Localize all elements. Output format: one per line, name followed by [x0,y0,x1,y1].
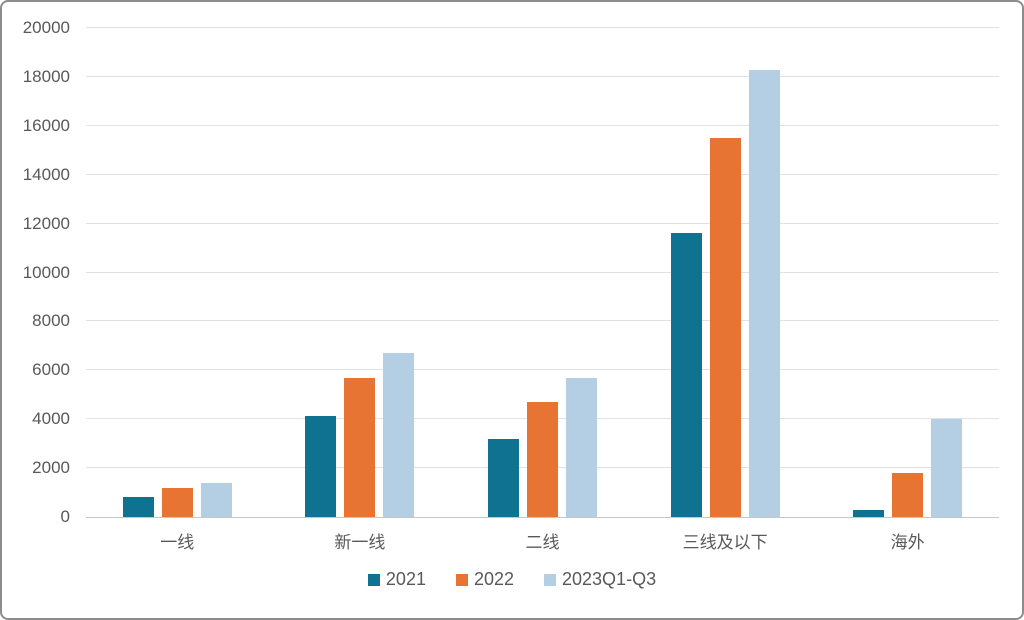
bar-2021-3 [487,438,519,517]
bar-2022-5 [892,473,924,517]
legend-item-2022: 2022 [455,569,515,590]
gridline-6000 [86,369,999,371]
bar-2022-4 [709,138,741,517]
bar-2021-1 [122,497,154,517]
x-axis-line [86,517,999,518]
legend-swatch-icon [544,573,557,586]
gridline-8000 [86,320,999,322]
x-tick-label: 海外 [890,533,925,552]
bar-2023Q1-Q3-4 [748,69,780,517]
x-tick-label: 二线 [525,533,560,552]
legend: 2021 2022 2023Q1-Q3 [2,569,1022,590]
bar-2023Q1-Q3-3 [565,377,597,517]
y-axis: 0 2000 4000 6000 8000 10000 12000 14000 16000 180… [2,18,70,526]
bar-2022-3 [526,402,558,517]
y-tick-label: 8000 [32,311,70,331]
bar-2023Q1-Q3-1 [200,482,232,517]
y-tick-label: 2000 [32,458,70,478]
gridline-12000 [86,222,999,224]
legend-swatch-icon [367,573,380,586]
legend-label: 2021 [385,569,426,589]
y-tick-label: 0 [60,507,70,526]
x-tick-label: 三线及以下 [682,533,768,552]
bar-group-5 [816,28,999,517]
y-tick-label: 4000 [32,409,70,429]
gridline-14000 [86,173,999,175]
x-axis: 一线 新一线 二线 三线及以下 海外 [86,528,999,553]
bar-2021-5 [853,510,885,517]
plot-area [86,27,999,518]
bar-groups [86,28,999,517]
y-tick-label: 12000 [22,213,70,233]
bar-2021-2 [305,415,337,517]
bar-group-4 [634,28,817,517]
x-tick-label: 一线 [160,533,195,552]
y-tick-label: 14000 [22,164,70,184]
gridline-20000 [86,27,999,28]
bar-group-3 [451,28,634,517]
legend-item-2021: 2021 [367,569,426,590]
gridline-16000 [86,124,999,126]
bar-2021-4 [670,233,702,517]
bar-group-2 [269,28,452,517]
gridline-10000 [86,271,999,273]
bar-group-1 [86,28,269,517]
bar-2022-1 [161,487,193,517]
y-tick-label: 16000 [22,115,70,135]
legend-label: 2023Q1-Q3 [562,569,657,589]
legend-item-2023Q1-Q3: 2023Q1-Q3 [544,569,656,590]
y-tick-label: 20000 [22,18,70,37]
gridline-18000 [86,75,999,77]
bar-2023Q1-Q3-2 [383,353,415,517]
y-tick-label: 10000 [22,262,70,282]
y-tick-label: 6000 [32,360,70,380]
legend-label: 2022 [473,569,515,589]
y-tick-label: 18000 [22,66,70,86]
x-tick-label: 新一线 [334,533,386,552]
legend-swatch-icon [455,573,468,586]
bar-2022-2 [344,377,376,517]
bar-2023Q1-Q3-5 [931,419,963,517]
